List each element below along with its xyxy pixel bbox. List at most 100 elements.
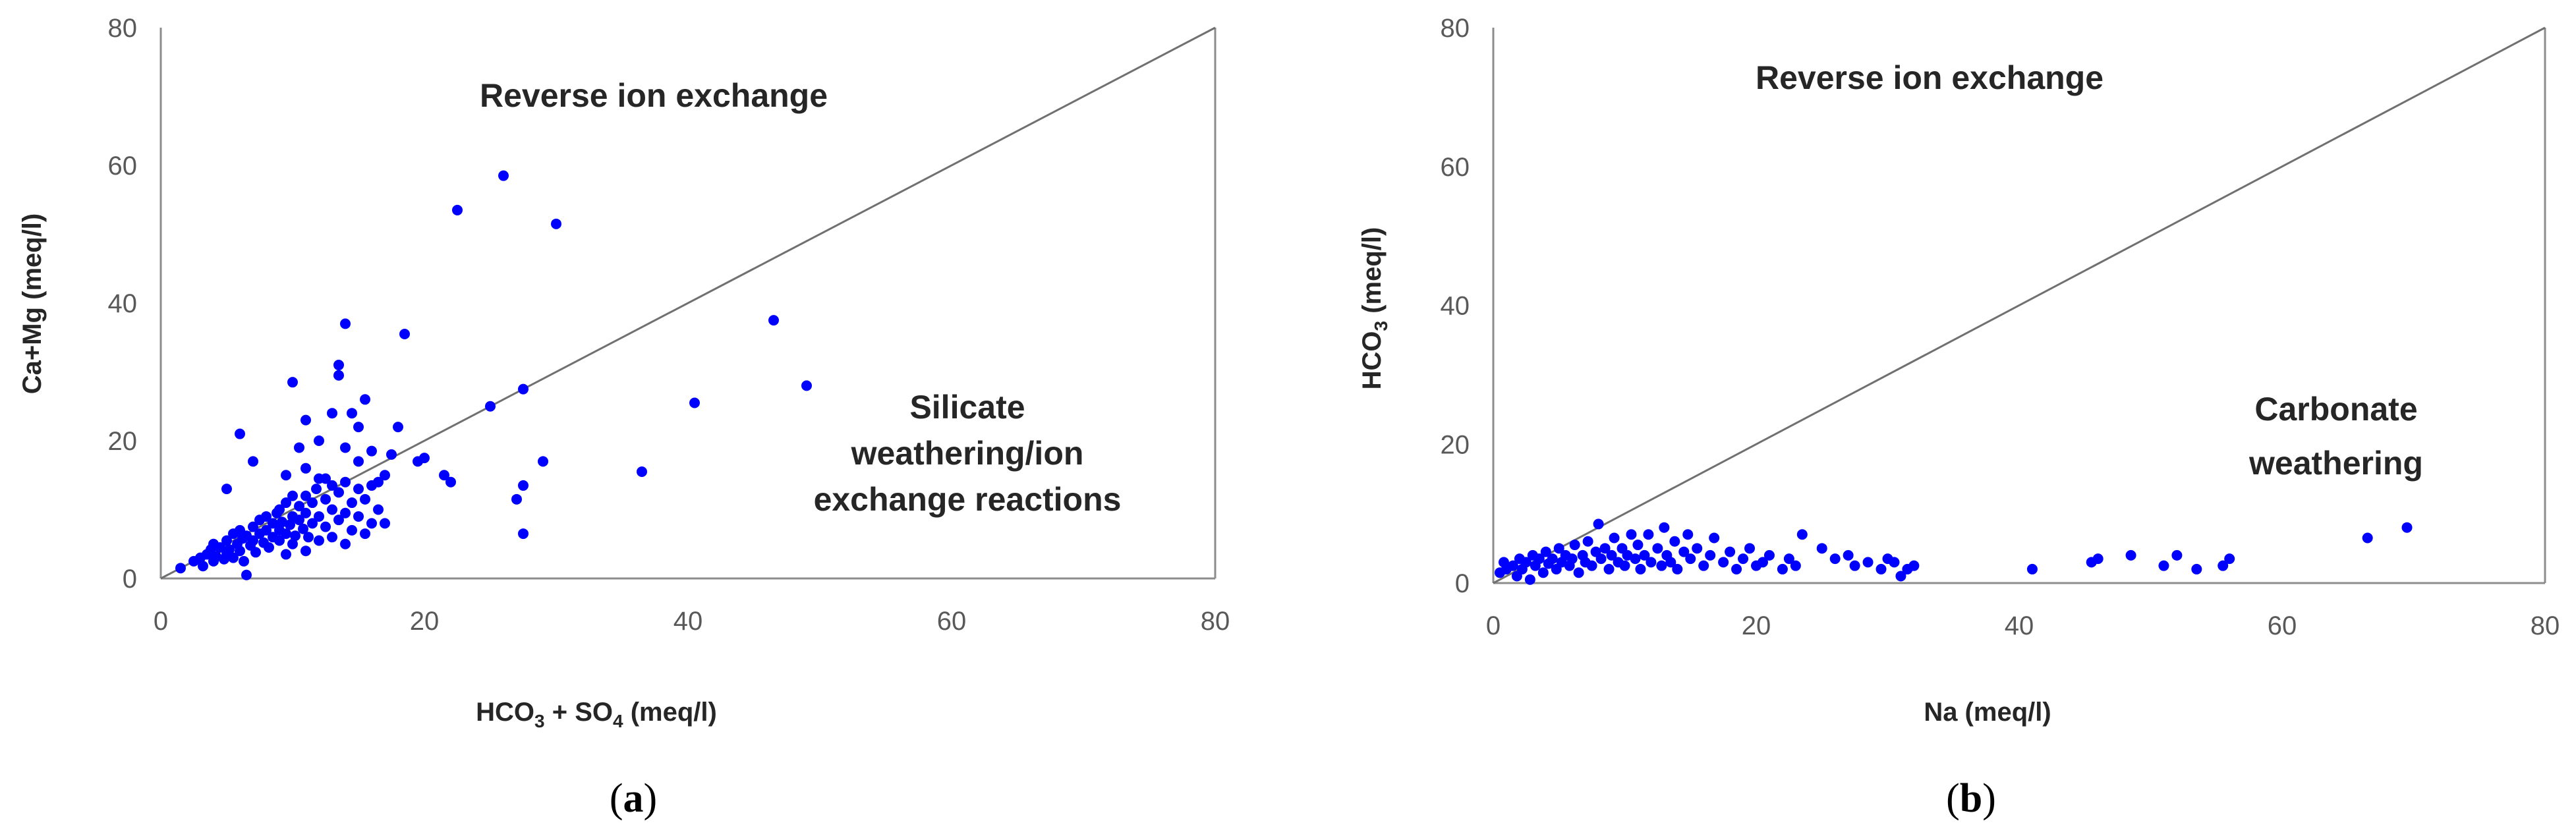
- panel-a-caption-letter: a: [623, 776, 644, 821]
- panel-b-data-point: [1566, 553, 1578, 565]
- panel-b-data-point: [1665, 557, 1676, 568]
- panel-a-caption-close: ): [644, 776, 658, 821]
- panel-b-data-point: [1738, 553, 1749, 565]
- panel-a-data-point: [347, 497, 357, 509]
- panel-a-data-point: [301, 414, 311, 426]
- panel-b-data-point: [1619, 560, 1630, 571]
- panel-a-caption-open: (: [610, 776, 623, 821]
- panel-b-region-lower-line1: Carbonate: [2254, 391, 2417, 428]
- panel-a-x-axis-title-sub1: 3: [534, 711, 545, 731]
- panel-b-x-tick-labels: 0 20 40 60 80: [1486, 611, 2560, 640]
- panel-a-data-point: [340, 507, 351, 518]
- panel-b-data-point: [1533, 553, 1545, 565]
- panel-a-data-point: [303, 532, 314, 543]
- panel-b-x-tick-label: 40: [2005, 611, 2034, 640]
- panel-a-y-tick-label: 0: [123, 565, 137, 594]
- panel-b-y-tick-label: 60: [1441, 153, 1470, 182]
- panel-a-data-point: [340, 538, 351, 549]
- panel-a-data-point: [221, 484, 232, 495]
- panel-a-data-point: [287, 490, 298, 501]
- panel-a-data-point: [419, 453, 430, 464]
- panel-b-data-point: [1643, 529, 1654, 540]
- panel-b-data-point: [1796, 529, 1808, 540]
- panel-a-y-tick-label: 60: [108, 152, 138, 181]
- panel-a-data-point: [380, 470, 390, 481]
- panel-a-x-axis-title-sub2: 4: [613, 711, 623, 731]
- panel-b-y-tick-labels: 0 20 40 60 80: [1441, 14, 1470, 598]
- panel-a-data-point: [294, 515, 304, 526]
- panel-b-data-point: [2401, 522, 2413, 533]
- panel-b-data-point: [1757, 557, 1768, 568]
- panel-b-data-point: [1573, 567, 1584, 578]
- panel-a-data-point: [268, 518, 278, 529]
- panel-a-data-point: [281, 528, 291, 540]
- panel-a-data-point: [281, 470, 291, 481]
- panel-b-y-axis-title-sub: 3: [1371, 321, 1391, 331]
- panel-b-data-point: [1632, 540, 1644, 551]
- panel-b-data-point: [1685, 553, 1696, 565]
- panel-a-data-point: [285, 519, 295, 530]
- panel-b-x-tick-label: 60: [2268, 611, 2297, 640]
- panel-a-data-point: [221, 535, 232, 546]
- panel-a-y-tick-label: 80: [108, 14, 138, 43]
- panel-a-data-point: [287, 538, 298, 549]
- panel-a-data-point: [281, 549, 291, 560]
- panel-b-y-tick-label: 0: [1455, 569, 1470, 598]
- panel-b-data-point: [1763, 549, 1775, 561]
- panel-a: 0 20 40 60 80 0 20 40 60 80 Ca+Mg (meq/l) HCO3 +…: [18, 14, 1230, 821]
- panel-a-data-point: [228, 552, 239, 563]
- panel-a-data-point: [301, 546, 311, 557]
- panel-a-data-point: [637, 466, 647, 478]
- panel-a-data-point: [248, 521, 258, 532]
- panel-b-caption-open: (: [1946, 776, 1960, 821]
- panel-a-points: [175, 170, 812, 580]
- panel-a-data-point: [211, 551, 221, 562]
- panel-a-x-tick-label: 60: [937, 607, 967, 636]
- panel-a-y-tick-labels: 0 20 40 60 80: [108, 14, 138, 594]
- panel-b-data-point: [2191, 563, 2202, 574]
- panel-b-data-point: [1659, 522, 1670, 533]
- panel-a-data-point: [399, 329, 410, 340]
- panel-b-data-point: [1520, 557, 1531, 568]
- panel-a-data-point: [307, 518, 318, 529]
- panel-b-data-point: [1639, 549, 1650, 561]
- panel-b-data-point: [1646, 557, 1657, 568]
- panel-a-data-point: [380, 518, 390, 529]
- panel-b-data-point: [1652, 543, 1663, 554]
- panel-a-data-point: [333, 370, 344, 381]
- panel-a-data-point: [689, 397, 700, 408]
- panel-a-data-point: [485, 401, 496, 412]
- panel-a-data-point: [290, 530, 301, 542]
- panel-b-data-point: [1698, 560, 1709, 571]
- panel-a-data-point: [511, 493, 522, 505]
- panel-a-data-point: [445, 476, 456, 488]
- panel-b-data-point: [1816, 543, 1827, 554]
- panel-a-data-point: [327, 504, 337, 515]
- panel-b-data-point: [1862, 557, 1874, 568]
- panel-a-x-axis-title: HCO3 + SO4 (meq/l): [476, 698, 717, 731]
- panel-a-data-point: [373, 476, 384, 488]
- panel-a-data-point: [320, 493, 331, 505]
- panel-a-data-point: [366, 445, 377, 457]
- panel-a-data-point: [248, 535, 258, 546]
- panel-b-y-axis-title-hco: HCO: [1358, 331, 1387, 389]
- panel-b-data-point: [1829, 553, 1841, 565]
- panel-a-data-point: [198, 561, 208, 572]
- panel-a-data-point: [333, 515, 344, 526]
- panel-b-data-point: [2125, 549, 2136, 561]
- panel-a-data-point: [333, 487, 344, 498]
- panel-a-data-point: [498, 170, 509, 181]
- panel-a-data-point: [353, 511, 364, 522]
- panel-a-x-tick-label: 80: [1201, 607, 1230, 636]
- panel-a-data-point: [340, 476, 351, 488]
- panel-a-data-point: [301, 507, 311, 518]
- panel-a-x-axis-title-hco: HCO: [476, 698, 534, 727]
- panel-b-data-point: [1524, 574, 1535, 585]
- panel-b-data-point: [1609, 532, 1620, 544]
- panel-b-data-point: [1718, 557, 1729, 568]
- panel-b-points: [1494, 518, 2413, 585]
- panel-a-data-point: [340, 442, 351, 453]
- panel-b-data-point: [1547, 553, 1558, 565]
- panel-b-data-point: [1889, 557, 1900, 568]
- panel-a-data-point: [353, 484, 364, 495]
